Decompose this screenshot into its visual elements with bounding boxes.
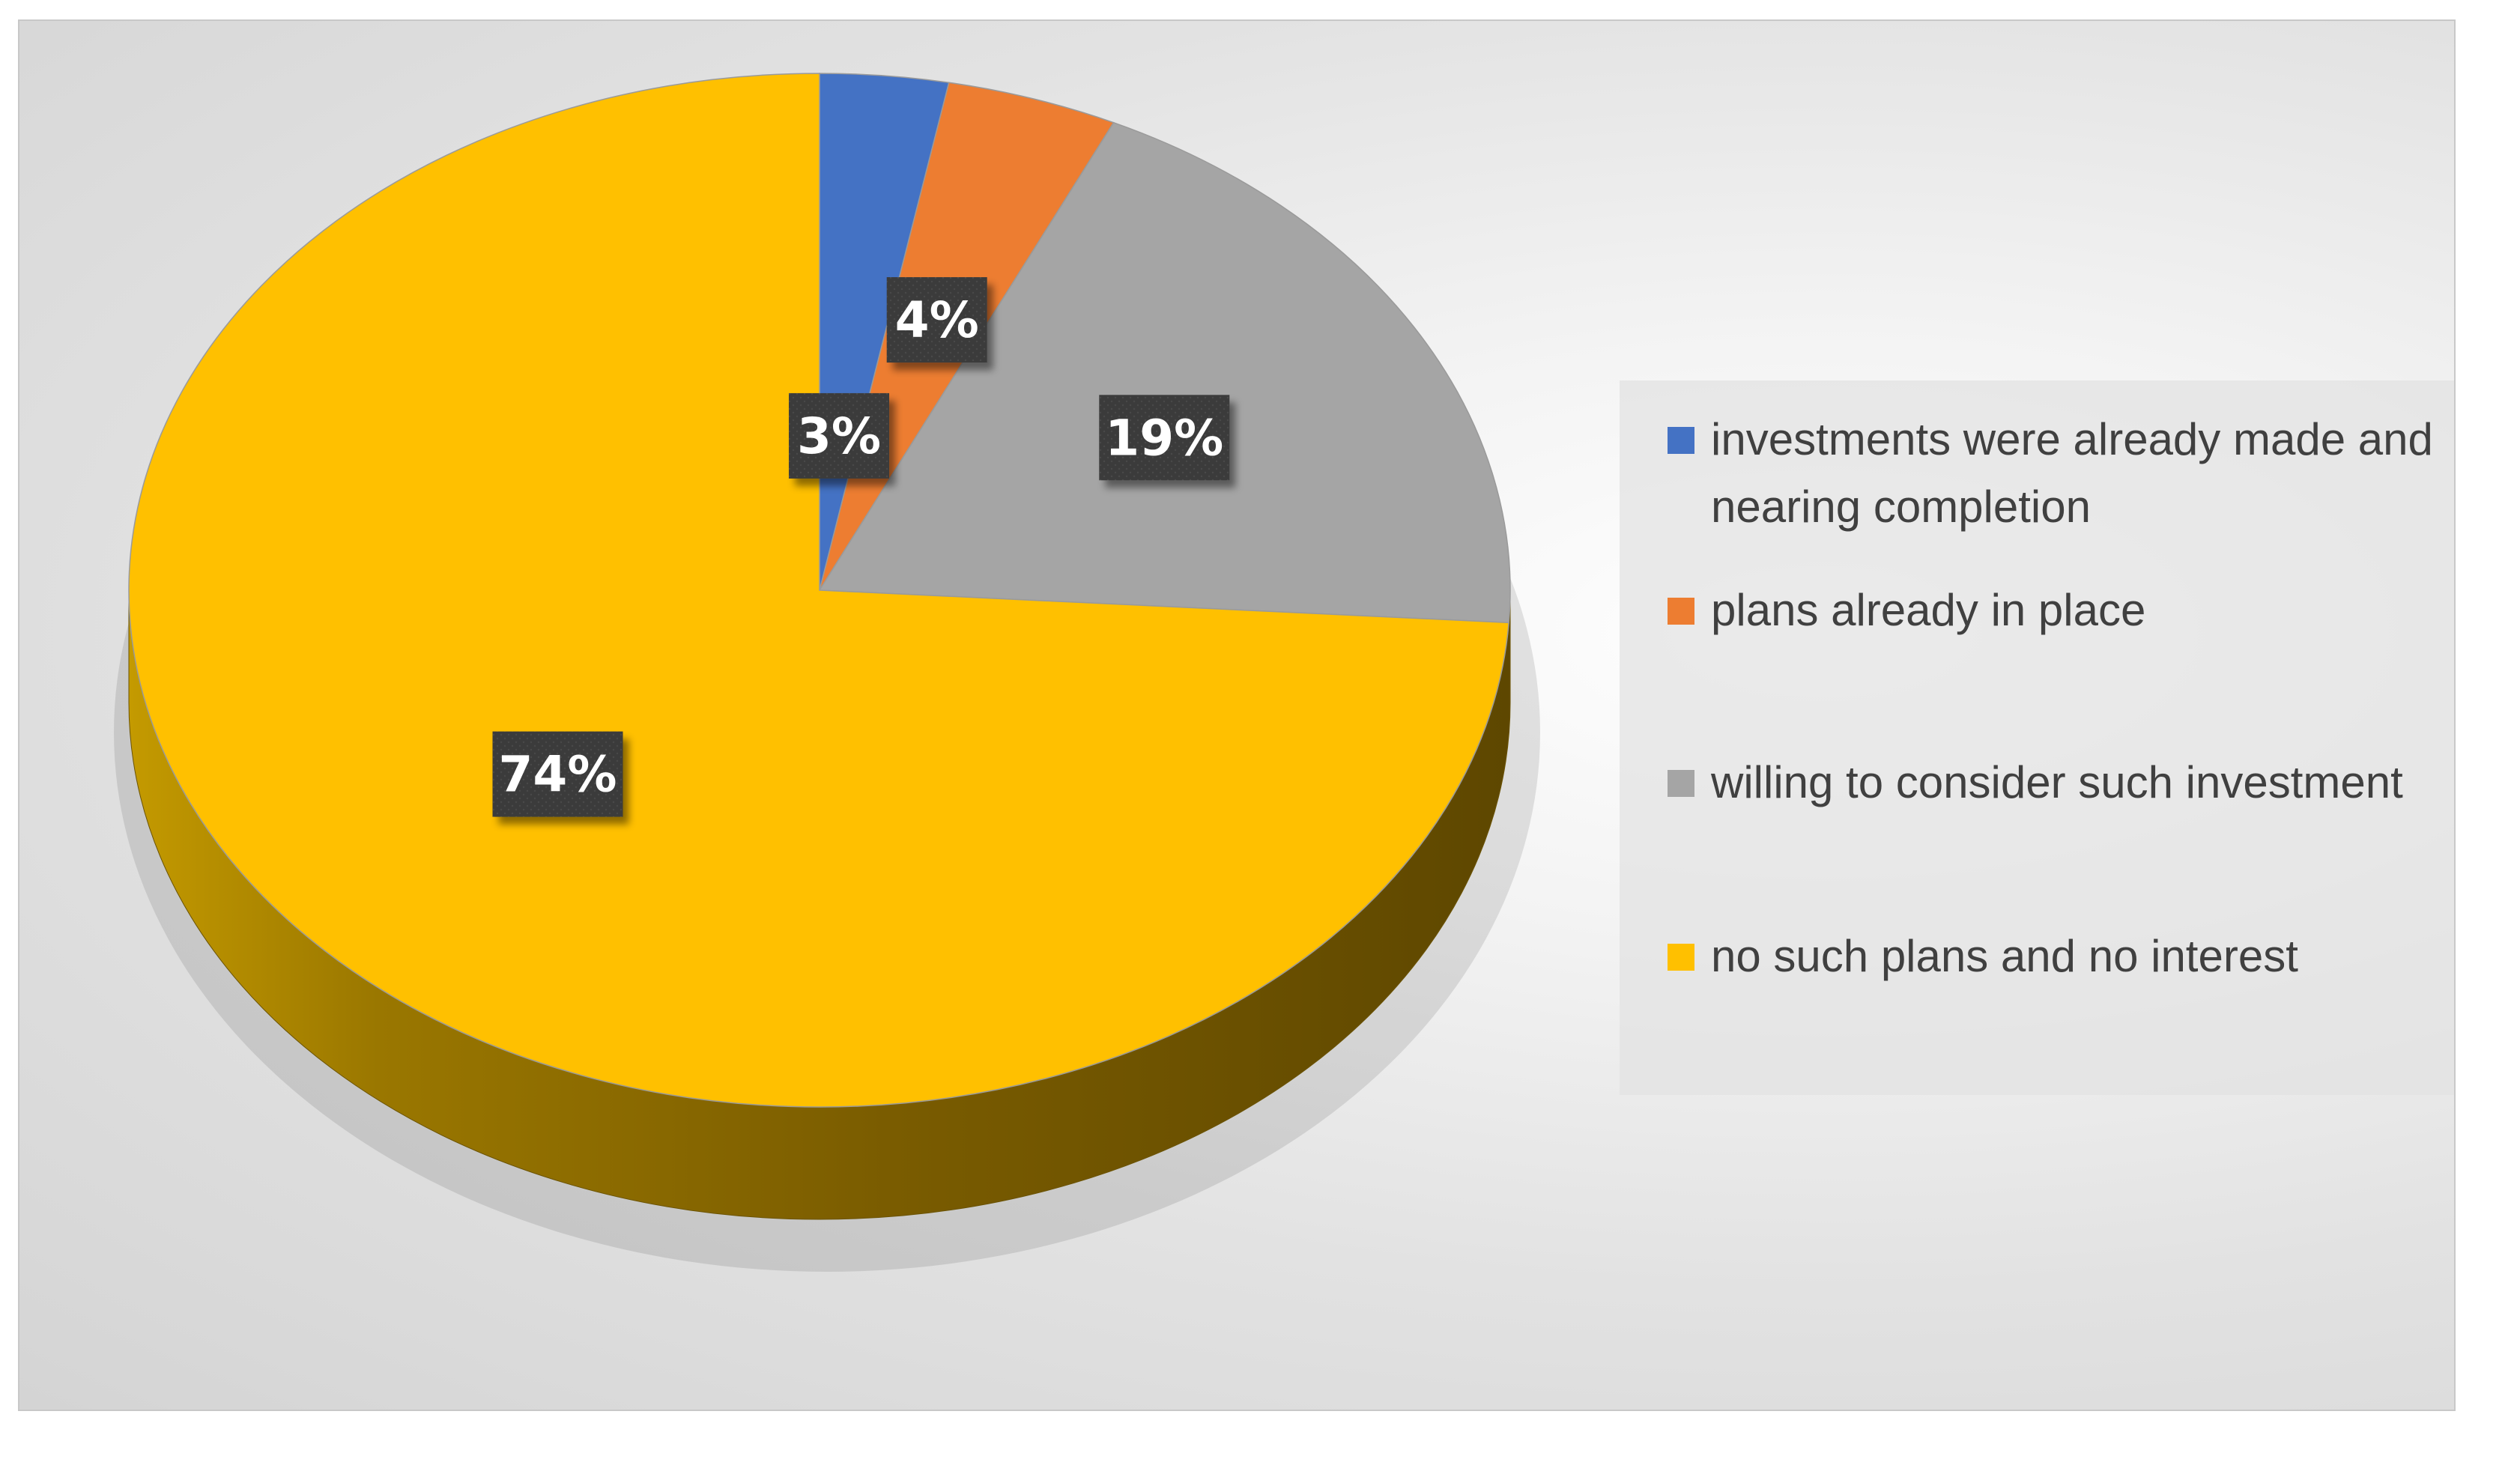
chart-area: 3% 4% 19% 74% investments were already made…: [18, 19, 2456, 1411]
data-label-text: 19%: [1105, 409, 1223, 467]
data-label-2: 4%: [886, 277, 987, 363]
legend-label: plans already in place: [1711, 585, 2146, 635]
data-label-box: [492, 731, 623, 817]
pie-slice-3: [818, 121, 1511, 624]
data-label-1: 3%: [789, 392, 890, 479]
data-label-text: 3%: [797, 407, 881, 465]
legend-swatch-blue: [1668, 427, 1694, 454]
legend-swatch-yellow: [1668, 944, 1694, 971]
legend-label: willing to consider such investment: [1711, 757, 2403, 807]
legend: investments were already made and nearin…: [1620, 380, 2454, 1095]
data-label-text: 4%: [895, 291, 979, 349]
data-label-4: 74%: [492, 731, 623, 817]
pie-slice-4: [128, 73, 1509, 1108]
data-label-text: 74%: [499, 746, 617, 804]
data-label-box: [789, 392, 890, 479]
legend-label: no such plans and no interest: [1711, 931, 2298, 981]
legend-label: investments were already made and nearin…: [1711, 414, 2433, 532]
data-label-box: [1099, 395, 1230, 481]
legend-swatch-gray: [1668, 770, 1694, 797]
legend-item-willing-to-consider: willing to consider such investment: [1668, 749, 2447, 816]
legend-item-plans-in-place: plans already in place: [1668, 577, 2447, 644]
data-label-3: 19%: [1099, 395, 1230, 481]
data-label-box: [886, 277, 987, 363]
legend-swatch-orange: [1668, 598, 1694, 625]
legend-item-investments-made: investments were already made and nearin…: [1668, 406, 2447, 541]
pie-chart: 3%4% 19% 74%: [114, 73, 1540, 1272]
legend-item-no-plans: no such plans and no interest: [1668, 923, 2447, 990]
